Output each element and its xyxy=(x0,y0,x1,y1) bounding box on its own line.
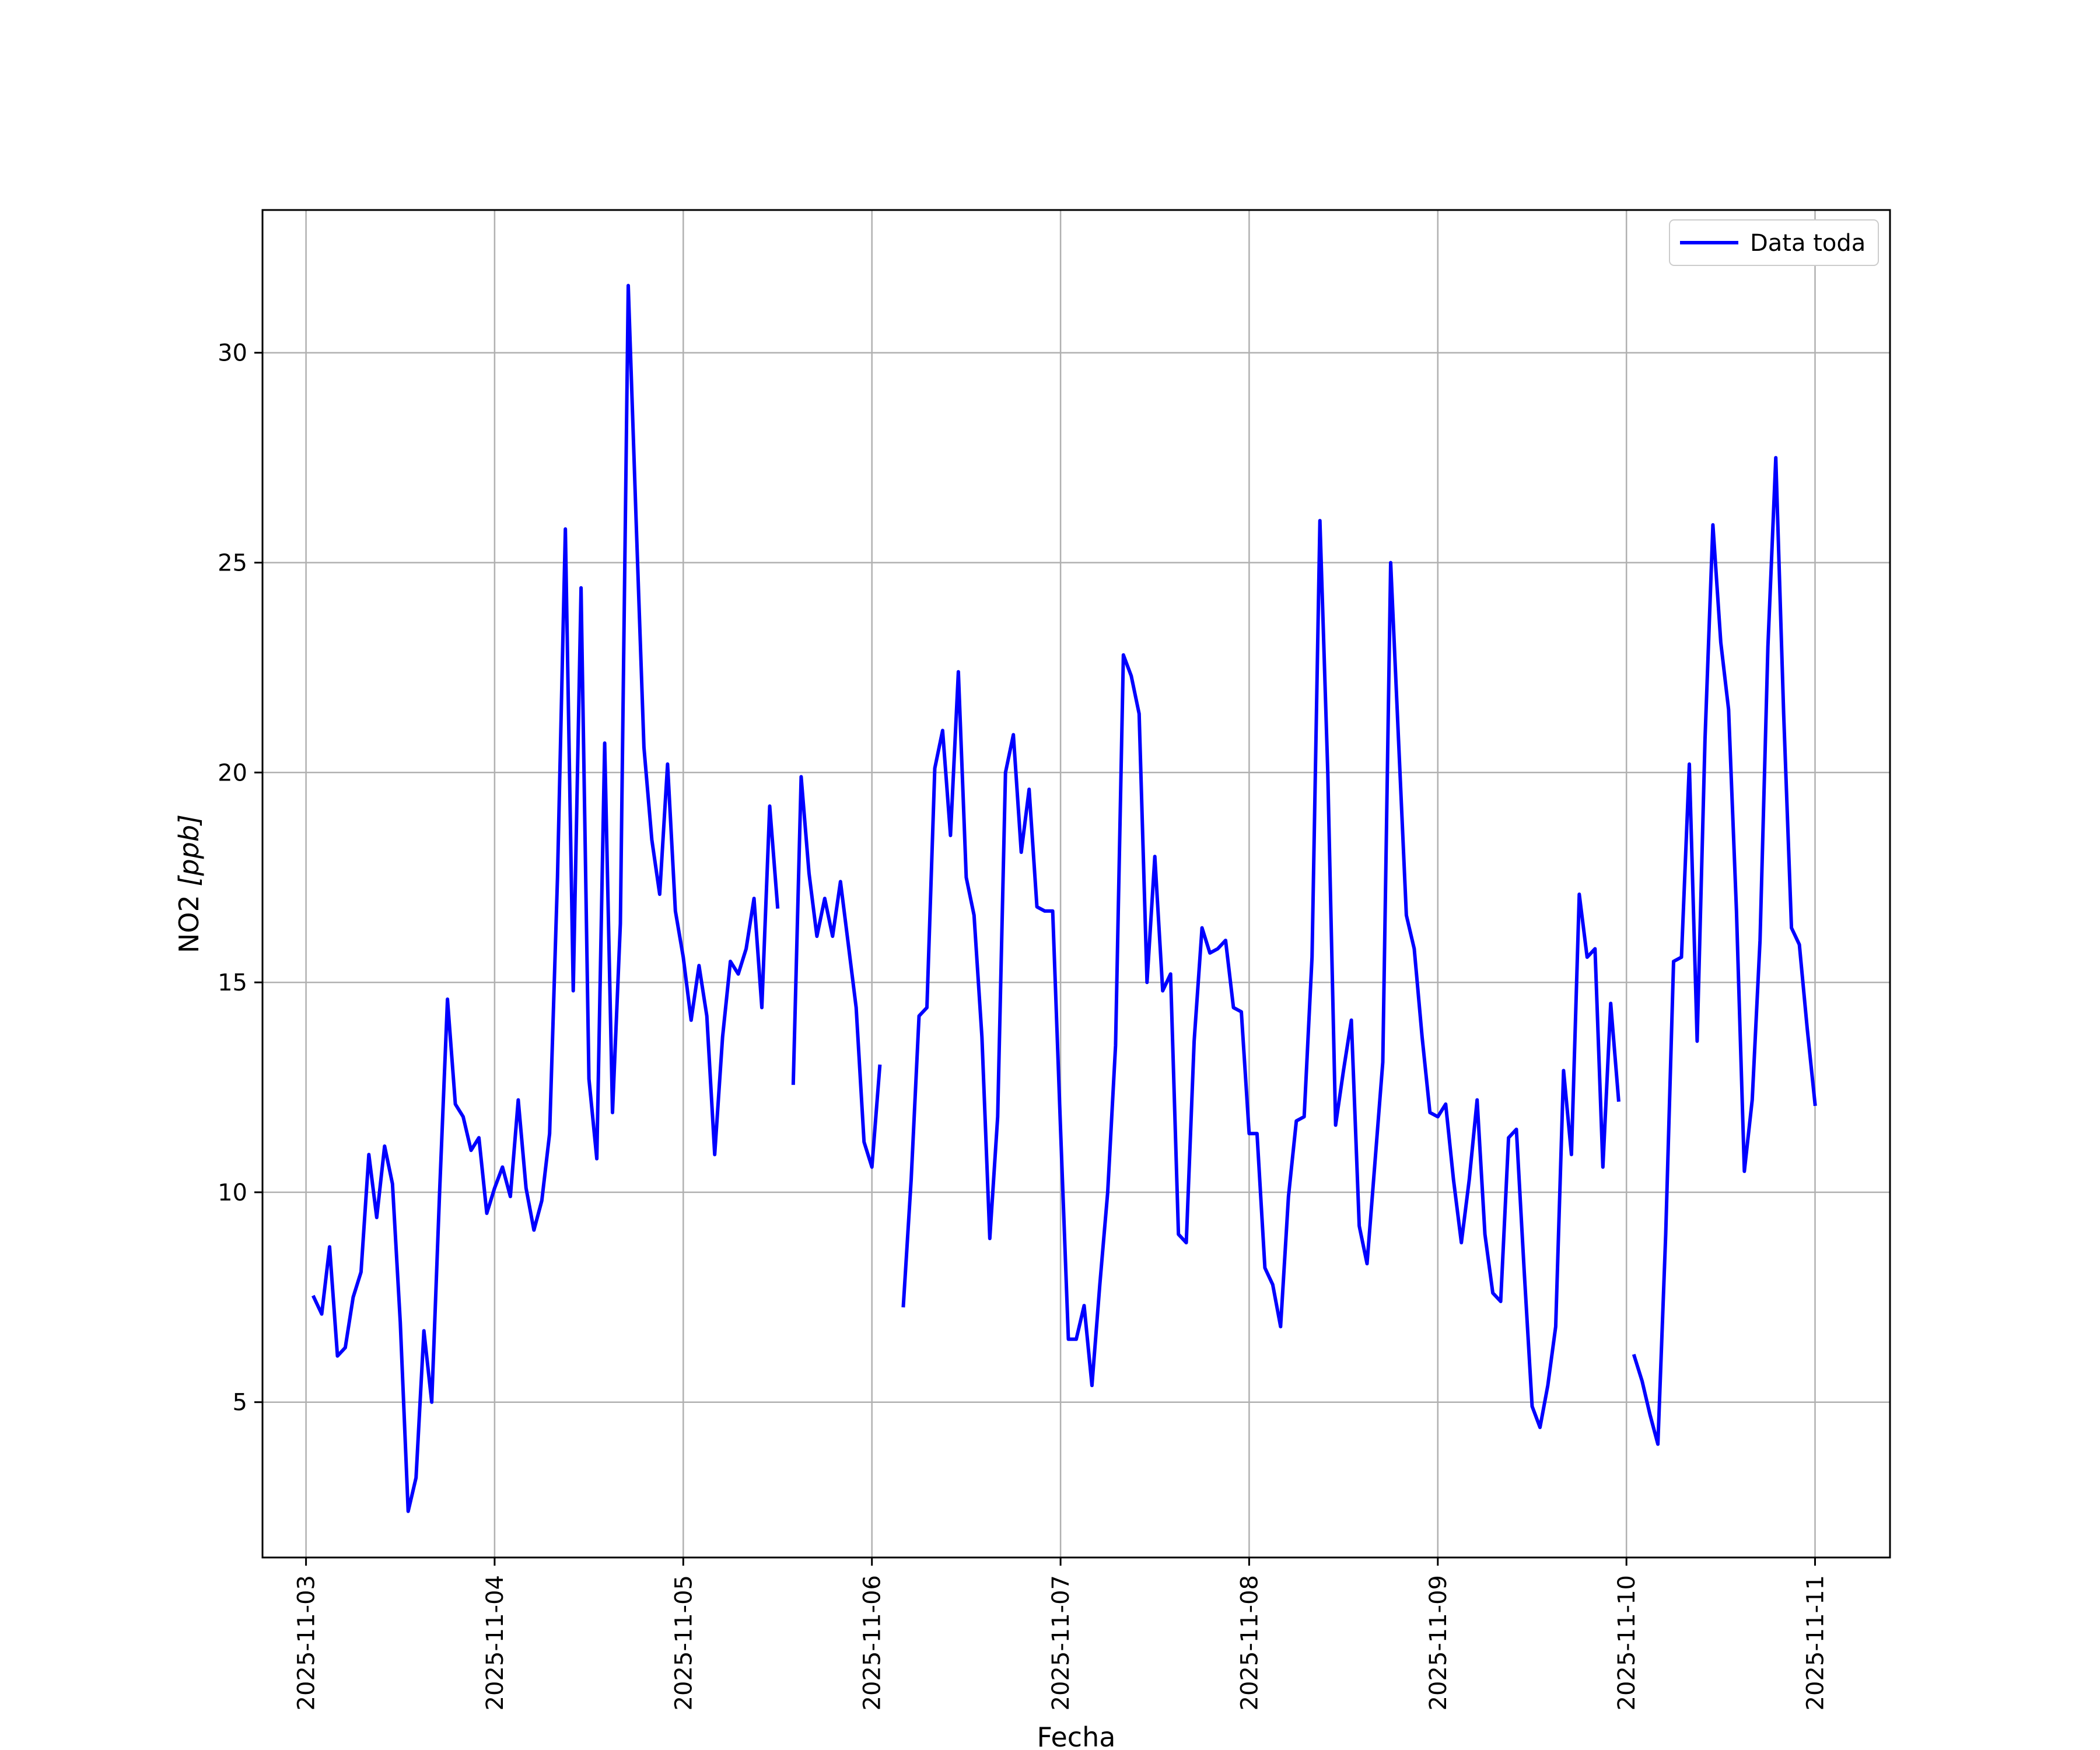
y-axis-title-main: NO2 xyxy=(173,886,205,953)
y-tick-label: 25 xyxy=(218,550,247,577)
grid-lines xyxy=(262,210,1890,1558)
legend-box xyxy=(1669,219,1879,266)
x-tick-label: 2025-11-04 xyxy=(482,1575,509,1710)
y-tick-label: 15 xyxy=(218,970,247,996)
x-tick-label: 2025-11-06 xyxy=(859,1575,886,1710)
series-data-toda xyxy=(312,284,1817,1513)
y-tick-label: 5 xyxy=(233,1390,247,1416)
y-tick-label: 30 xyxy=(218,340,247,367)
series-line-segment xyxy=(312,284,780,1513)
series-line-segment xyxy=(791,775,882,1169)
y-axis-title-unit: [ppb] xyxy=(173,814,205,887)
legend-label-data-toda: Data toda xyxy=(1750,230,1866,257)
series-line-segment xyxy=(1632,456,1817,1446)
y-tick-label: 20 xyxy=(218,760,247,786)
x-tick-label: 2025-11-10 xyxy=(1614,1575,1640,1710)
x-tick-label: 2025-11-09 xyxy=(1425,1575,1452,1710)
y-tick-label: 10 xyxy=(218,1180,247,1206)
x-axis-ticks: 2025-11-03 2025-11-04 2025-11-05 2025-11-06… xyxy=(293,1558,1829,1710)
plot-area-frame xyxy=(261,209,1891,1559)
y-axis-ticks: 5 10 15 20 25 30 xyxy=(218,340,262,1416)
legend: Data toda xyxy=(1669,219,1879,266)
x-tick-label: 2025-11-08 xyxy=(1236,1575,1263,1710)
series-line-segment xyxy=(901,519,1620,1429)
x-axis-title: Fecha xyxy=(1037,1721,1116,1750)
x-tick-label: 2025-11-07 xyxy=(1048,1575,1074,1710)
y-axis-title: NO2 [ppb] xyxy=(173,814,205,953)
x-tick-label: 2025-11-11 xyxy=(1803,1575,1829,1710)
x-tick-label: 2025-11-05 xyxy=(670,1575,697,1710)
x-tick-label: 2025-11-03 xyxy=(293,1575,320,1710)
